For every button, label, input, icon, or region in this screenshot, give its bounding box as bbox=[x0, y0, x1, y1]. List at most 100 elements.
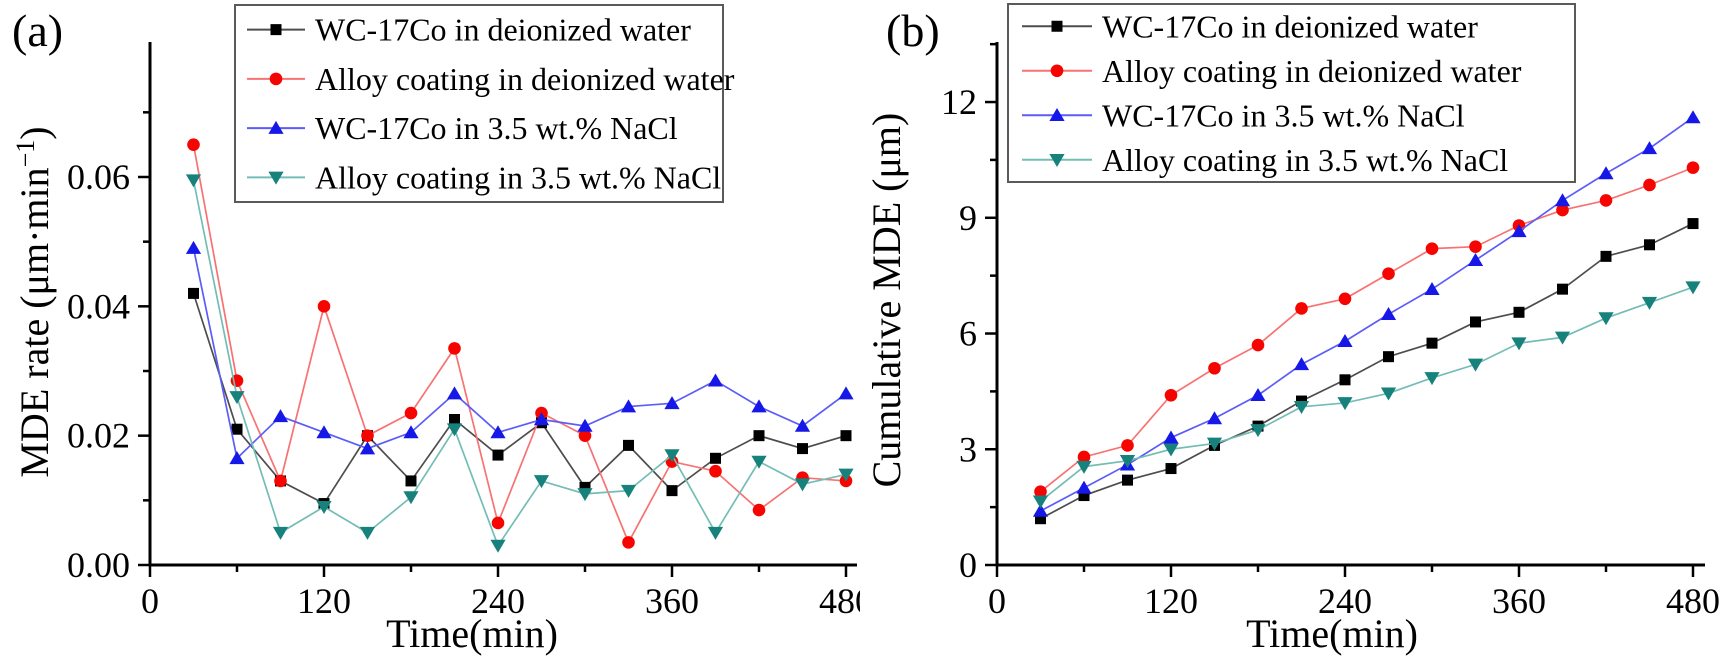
panel-b-axes: 0 120 240 360 480 0 3 6 9 12 bbox=[941, 42, 1720, 621]
marker-square-wc17co-di bbox=[753, 430, 765, 442]
legend-label-wc17co-di: WC-17Co in deionized water bbox=[315, 12, 691, 48]
marker-triangle-up-wc17co-nacl bbox=[185, 240, 202, 254]
marker-triangle-up-wc17co-nacl bbox=[533, 412, 550, 426]
marker-triangle-up-wc17co-nacl bbox=[1076, 480, 1092, 494]
legend-label-alloy-di: Alloy coating in deionized water bbox=[315, 61, 735, 97]
panel-b-letter: (b) bbox=[886, 5, 940, 56]
marker-triangle-down-alloy-nacl bbox=[707, 526, 724, 540]
marker-triangle-down-alloy-nacl bbox=[316, 500, 332, 514]
marker-triangle-up-wc17co-nacl bbox=[838, 386, 854, 400]
marker-triangle-up-wc17co-nacl bbox=[620, 399, 637, 413]
marker-square-wc17co-di bbox=[1644, 239, 1655, 251]
marker-square-wc17co-di bbox=[1687, 218, 1699, 230]
marker-circle-alloy-di bbox=[1121, 439, 1134, 452]
panel-b: 0 120 240 360 480 0 3 6 9 12 WC-17Co in deionized … bbox=[860, 0, 1720, 663]
marker-triangle-down-alloy-nacl bbox=[446, 423, 463, 437]
marker-triangle-up-wc17co-nacl bbox=[1293, 357, 1310, 371]
marker-triangle-down-alloy-nacl bbox=[751, 455, 767, 469]
marker-square-wc17co-di bbox=[666, 485, 678, 497]
marker-triangle-up-legend-wc17co-nacl bbox=[1049, 108, 1065, 122]
marker-triangle-up-wc17co-nacl bbox=[1380, 307, 1397, 321]
marker-circle-alloy-di bbox=[491, 516, 505, 530]
marker-square-wc17co-di bbox=[449, 413, 460, 425]
marker-circle-alloy-di bbox=[622, 536, 635, 549]
x-tick-label: 360 bbox=[645, 581, 699, 621]
marker-square-legend-wc17co-di bbox=[270, 24, 282, 36]
marker-triangle-down-alloy-nacl bbox=[403, 491, 419, 505]
marker-square-wc17co-di bbox=[188, 287, 199, 299]
series-alloy-di-line bbox=[1039, 166, 1694, 493]
marker-circle-alloy-di bbox=[404, 406, 418, 420]
marker-triangle-down-alloy-nacl bbox=[229, 391, 245, 405]
marker-triangle-up-wc17co-nacl bbox=[1337, 334, 1353, 348]
marker-triangle-down-alloy-nacl bbox=[1598, 312, 1614, 326]
panel-a-x-axis-title: Time(min) bbox=[386, 611, 558, 656]
marker-circle-alloy-di bbox=[1164, 388, 1178, 402]
marker-triangle-down-alloy-nacl bbox=[1119, 455, 1136, 469]
marker-triangle-down-alloy-nacl bbox=[1076, 460, 1092, 474]
legend-label-alloy-nacl: Alloy coating in 3.5 wt.% NaCl bbox=[1102, 142, 1508, 178]
x-tick-label: 240 bbox=[471, 581, 525, 621]
marker-square-wc17co-di bbox=[1557, 283, 1568, 295]
y-tick-label: 0.04 bbox=[67, 286, 130, 326]
marker-circle-alloy-di bbox=[578, 429, 592, 442]
marker-triangle-down-alloy-nacl bbox=[1032, 495, 1049, 509]
series-wc17co-di bbox=[1035, 218, 1699, 525]
panel-a-y-axis-title-sup: −1 bbox=[10, 139, 40, 168]
marker-square-legend-wc17co-di bbox=[1051, 20, 1063, 32]
marker-square-wc17co-di bbox=[579, 481, 591, 493]
marker-triangle-up-legend-wc17co-nacl bbox=[268, 120, 284, 134]
marker-triangle-down-alloy-nacl bbox=[664, 449, 680, 463]
marker-triangle-down-alloy-nacl bbox=[533, 475, 550, 489]
marker-triangle-up-wc17co-nacl bbox=[403, 425, 419, 439]
marker-circle-alloy-di bbox=[1034, 485, 1047, 498]
x-tick-label: 120 bbox=[1144, 581, 1198, 621]
marker-triangle-down-alloy-nacl bbox=[620, 484, 637, 498]
x-tick-label: 480 bbox=[1666, 581, 1720, 621]
marker-circle-alloy-di bbox=[1338, 292, 1352, 306]
marker-square-wc17co-di bbox=[1470, 316, 1481, 328]
marker-triangle-up-wc17co-nacl bbox=[1206, 411, 1223, 425]
marker-circle-alloy-di bbox=[1599, 194, 1613, 207]
marker-square-wc17co-di bbox=[840, 430, 852, 442]
marker-triangle-down-alloy-nacl bbox=[185, 174, 202, 188]
marker-square-wc17co-di bbox=[1600, 250, 1612, 262]
series-alloy-nacl bbox=[1032, 281, 1701, 509]
marker-triangle-up-wc17co-nacl bbox=[272, 409, 289, 423]
marker-square-wc17co-di bbox=[623, 439, 634, 451]
marker-circle-alloy-di bbox=[361, 429, 374, 442]
marker-circle-alloy-di bbox=[1643, 178, 1656, 192]
legend-label-alloy-di: Alloy coating in deionized water bbox=[1102, 53, 1522, 89]
y-tick-label: 0.00 bbox=[67, 545, 130, 585]
panel-a-y-axis-title-end: ) bbox=[12, 126, 58, 140]
marker-triangle-down-alloy-nacl bbox=[577, 488, 593, 502]
marker-triangle-down-alloy-nacl bbox=[1380, 387, 1397, 401]
marker-circle-alloy-di bbox=[1686, 161, 1700, 174]
marker-square-wc17co-di bbox=[710, 452, 721, 464]
marker-circle-alloy-di bbox=[1556, 203, 1569, 217]
panel-b-plot: 0 120 240 360 480 0 3 6 9 12 WC-17Co in deionized … bbox=[941, 3, 1720, 621]
marker-circle-alloy-di bbox=[274, 474, 287, 488]
panel-a-axes: 0 120 240 360 480 0.00 0.02 0.04 0.06 bbox=[67, 42, 860, 621]
panel-a-y-axis-title-main: MDE rate (μm·min bbox=[12, 167, 58, 478]
y-tick-label: 0 bbox=[959, 545, 977, 585]
marker-triangle-up-wc17co-nacl bbox=[751, 399, 767, 413]
marker-circle-alloy-di bbox=[1382, 267, 1395, 281]
x-tick-label: 0 bbox=[988, 581, 1006, 621]
legend-label-wc17co-nacl: WC-17Co in 3.5 wt.% NaCl bbox=[1102, 97, 1465, 133]
series-alloy-nacl-line bbox=[192, 180, 847, 548]
legend-box bbox=[234, 4, 724, 203]
marker-triangle-up-wc17co-nacl bbox=[1511, 224, 1527, 238]
marker-triangle-down-alloy-nacl bbox=[1554, 331, 1571, 345]
x-tick-label: 240 bbox=[1318, 581, 1372, 621]
marker-triangle-up-wc17co-nacl bbox=[1032, 503, 1049, 517]
marker-triangle-up-wc17co-nacl bbox=[359, 441, 376, 455]
series-alloy-nacl bbox=[185, 174, 854, 553]
panel-b-legend: WC-17Co in deionized water Alloy coating … bbox=[1007, 3, 1576, 183]
marker-circle-alloy-di bbox=[448, 342, 461, 355]
y-tick-label: 12 bbox=[941, 82, 977, 122]
series-wc17co-di bbox=[188, 287, 852, 510]
marker-triangle-up-wc17co-nacl bbox=[1250, 388, 1266, 402]
marker-triangle-down-alloy-nacl bbox=[1511, 337, 1527, 351]
marker-triangle-down-alloy-nacl bbox=[1424, 372, 1440, 386]
